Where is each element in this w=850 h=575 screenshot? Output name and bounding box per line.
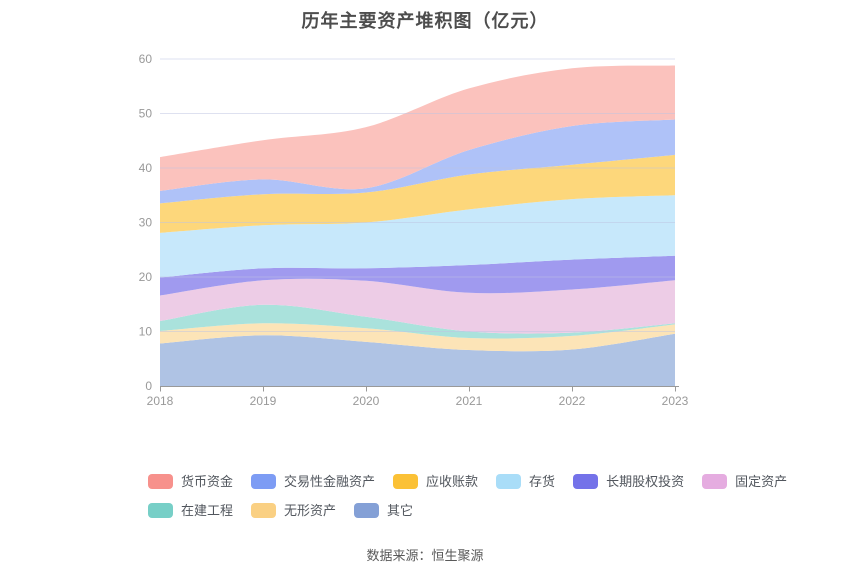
x-tick-label: 2022 <box>559 394 586 408</box>
area-monetary-funds <box>160 65 675 191</box>
area-fixed-assets <box>160 278 675 334</box>
legend-swatch <box>573 474 599 489</box>
legend-item-inventory[interactable]: 存货 <box>496 474 555 489</box>
area-series-group <box>160 65 675 386</box>
y-tick-label: 10 <box>139 325 153 339</box>
area-intangible-assets <box>160 323 675 352</box>
y-tick-label: 20 <box>139 270 153 284</box>
x-axis-labels: 2018 2019 2020 2021 2022 2023 <box>147 394 689 408</box>
legend-row: 货币资金 交易性金融资产 应收账款 存货 长期股权投资 固定资产 <box>148 474 787 489</box>
legend-label: 无形资产 <box>284 503 337 518</box>
legend-item-fixed-assets[interactable]: 固定资产 <box>702 474 787 489</box>
area-trading-financial-assets <box>160 119 675 204</box>
x-axis <box>160 386 679 392</box>
legend-label: 其它 <box>387 503 414 518</box>
chart-legend: 货币资金 交易性金融资产 应收账款 存货 长期股权投资 固定资产在建工程 无形资产 其它 <box>148 474 787 518</box>
legend-row: 在建工程 无形资产 其它 <box>148 503 787 518</box>
x-tick-label: 2018 <box>147 394 174 408</box>
legend-swatch <box>148 503 173 518</box>
y-tick-label: 50 <box>139 107 153 121</box>
area-long-term-equity-investment <box>160 255 675 296</box>
legend-swatch <box>702 474 728 489</box>
legend-swatch <box>251 474 277 489</box>
legend-swatch <box>251 503 277 518</box>
x-tick-label: 2021 <box>456 394 483 408</box>
legend-item-trading-financial-assets[interactable]: 交易性金融资产 <box>251 474 375 489</box>
legend-item-intangible-assets[interactable]: 无形资产 <box>251 503 336 518</box>
legend-label: 固定资产 <box>735 474 788 489</box>
area-construction-in-progress <box>160 304 675 339</box>
legend-item-construction-in-progress[interactable]: 在建工程 <box>148 503 233 518</box>
y-tick-label: 0 <box>145 379 152 393</box>
x-tick-label: 2023 <box>662 394 689 408</box>
y-tick-label: 60 <box>139 52 153 66</box>
legend-label: 交易性金融资产 <box>284 474 376 489</box>
x-tick-label: 2020 <box>353 394 380 408</box>
y-tick-label: 30 <box>139 216 153 230</box>
legend-item-long-term-equity-investment[interactable]: 长期股权投资 <box>573 474 684 489</box>
area-others <box>160 333 675 386</box>
legend-swatch <box>354 503 380 518</box>
x-tick-label: 2019 <box>250 394 277 408</box>
stacked-area-plot: 0 10 20 30 40 50 60 2018 2019 2020 2021 2022 2023 <box>139 52 689 408</box>
legend-label: 在建工程 <box>181 503 234 518</box>
area-inventory <box>160 195 675 278</box>
y-tick-label: 40 <box>139 161 153 175</box>
area-accounts-receivable <box>160 154 675 233</box>
legend-label: 货币资金 <box>181 474 234 489</box>
legend-item-others[interactable]: 其它 <box>354 503 413 518</box>
legend-swatch <box>393 474 419 489</box>
grid-lines <box>160 58 675 332</box>
legend-item-accounts-receivable[interactable]: 应收账款 <box>393 474 478 489</box>
legend-item-monetary-funds[interactable]: 货币资金 <box>148 474 233 489</box>
legend-swatch <box>496 474 522 489</box>
legend-label: 长期股权投资 <box>606 474 685 489</box>
legend-label: 应收账款 <box>426 474 479 489</box>
data-source-caption: 数据来源：恒生聚源 <box>366 548 484 563</box>
chart-title: 历年主要资产堆积图（亿元） <box>301 11 549 31</box>
y-axis-labels: 0 10 20 30 40 50 60 <box>139 52 153 393</box>
legend-swatch <box>148 474 173 489</box>
legend-label: 存货 <box>529 474 556 489</box>
